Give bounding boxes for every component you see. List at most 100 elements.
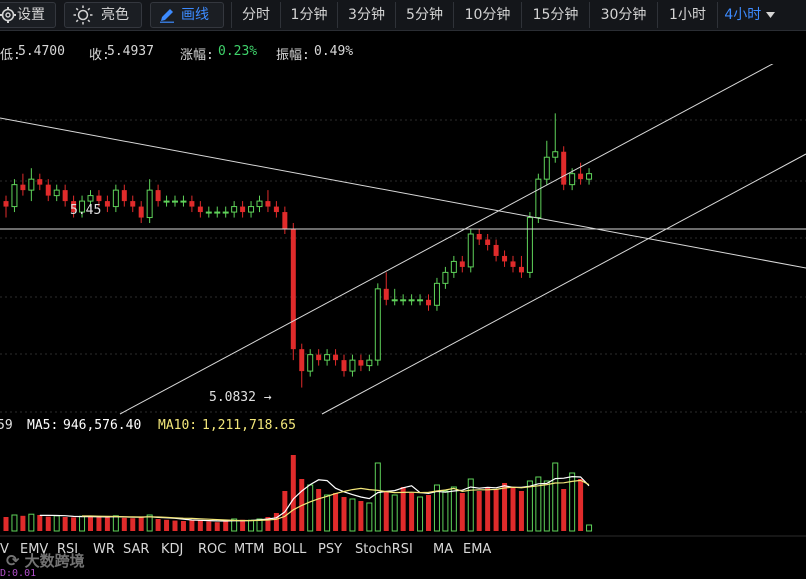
candle-body[interactable]	[79, 200, 86, 213]
volume-bar[interactable]	[502, 483, 508, 531]
candle-body[interactable]	[248, 206, 255, 213]
candle-body[interactable]	[112, 189, 119, 208]
volume-bar[interactable]	[223, 521, 229, 531]
indicator-tab-stochrsi[interactable]: StochRSI	[355, 542, 413, 557]
volume-bar[interactable]	[3, 517, 9, 531]
candle-body[interactable]	[493, 244, 499, 256]
volume-bar[interactable]	[426, 495, 431, 531]
volume-bar[interactable]	[155, 519, 161, 531]
volume-bar[interactable]	[467, 478, 474, 532]
volume-bar[interactable]	[180, 521, 186, 531]
tab-timeframe-1m[interactable]: 1分钟	[280, 2, 337, 28]
candle-body[interactable]	[3, 201, 9, 207]
indicator-tab-rsi[interactable]: RSI	[57, 542, 79, 557]
volume-bar[interactable]	[552, 462, 559, 532]
tab-timeframe-4h[interactable]: 4小时	[717, 2, 781, 28]
volume-bar[interactable]	[366, 502, 373, 532]
indicator-tab-mtm[interactable]: MTM	[234, 542, 265, 557]
indicator-tab-roc[interactable]: ROC	[198, 542, 227, 557]
volume-bar[interactable]	[273, 513, 279, 531]
volume-bar[interactable]	[189, 519, 195, 531]
volume-bar[interactable]	[104, 517, 110, 531]
volume-bar[interactable]	[240, 519, 246, 531]
tab-timeframe-30m[interactable]: 30分钟	[589, 2, 657, 28]
candle-body[interactable]	[543, 156, 550, 180]
volume-bar[interactable]	[417, 496, 424, 532]
candle-body[interactable]	[400, 299, 407, 302]
indicator-tab-kdj[interactable]: KDJ	[161, 542, 184, 557]
volume-bar[interactable]	[400, 487, 406, 531]
candle-body[interactable]	[552, 151, 559, 158]
volume-bar[interactable]	[358, 501, 364, 531]
brightness-button[interactable]: 亮色	[64, 2, 142, 28]
volume-bar[interactable]	[459, 493, 465, 531]
candle-body[interactable]	[417, 299, 424, 302]
volume-bar[interactable]	[197, 520, 203, 531]
candle-body[interactable]	[518, 266, 524, 273]
candle-body[interactable]	[87, 195, 94, 202]
candle-body[interactable]	[485, 239, 491, 245]
candle-body[interactable]	[366, 359, 373, 367]
indicator-tab-psy[interactable]: PSY	[318, 542, 343, 557]
volume-bar[interactable]	[88, 516, 93, 531]
volume-bar[interactable]	[146, 514, 153, 532]
candle-body[interactable]	[586, 173, 593, 180]
candle-body[interactable]	[172, 200, 178, 203]
volume-bar[interactable]	[476, 491, 482, 531]
candlestick-chart[interactable]: 5.45 5.0832 →	[0, 64, 806, 416]
candle-body[interactable]	[290, 228, 296, 350]
tab-timeframe-intraday[interactable]: 分时	[231, 2, 280, 28]
volume-bar[interactable]	[45, 516, 51, 531]
candle-body[interactable]	[569, 173, 576, 186]
volume-bar[interactable]	[214, 522, 220, 531]
volume-bar[interactable]	[62, 517, 68, 531]
volume-bar[interactable]	[231, 518, 238, 532]
candle-body[interactable]	[222, 211, 229, 214]
volume-bar[interactable]	[121, 517, 127, 531]
volume-bar[interactable]	[172, 520, 178, 531]
volume-bar[interactable]	[256, 518, 263, 532]
candle-body[interactable]	[526, 217, 533, 273]
volume-bar[interactable]	[535, 476, 542, 532]
volume-bar[interactable]	[450, 486, 457, 532]
volume-bar[interactable]	[37, 515, 43, 531]
candle-body[interactable]	[299, 349, 305, 372]
candle-body[interactable]	[333, 354, 339, 361]
volume-bar[interactable]	[20, 515, 26, 531]
volume-bar[interactable]	[79, 515, 86, 532]
volume-bar[interactable]	[442, 490, 449, 532]
volume-bar[interactable]	[518, 491, 524, 531]
volume-bar[interactable]	[53, 515, 60, 532]
candle-body[interactable]	[341, 360, 347, 372]
tab-timeframe-3m[interactable]: 3分钟	[337, 2, 395, 28]
volume-bar[interactable]	[391, 494, 398, 532]
volume-bar[interactable]	[374, 462, 381, 532]
drawn-lines[interactable]	[0, 64, 806, 415]
volume-bar[interactable]	[164, 519, 170, 531]
candle-body[interactable]	[450, 260, 457, 273]
volume-bar[interactable]	[96, 517, 102, 531]
indicator-tab-sar[interactable]: SAR	[123, 542, 150, 557]
candle-body[interactable]	[476, 234, 482, 240]
volume-bar[interactable]	[206, 521, 212, 531]
volume-bar[interactable]	[383, 491, 389, 531]
indicator-tab-ma[interactable]: MA	[433, 542, 454, 557]
candle-body[interactable]	[104, 201, 110, 207]
volume-bar[interactable]	[569, 472, 576, 532]
candle-body[interactable]	[146, 189, 153, 219]
volume-bar[interactable]	[130, 518, 136, 531]
volume-bar[interactable]	[493, 489, 499, 531]
volume-bar[interactable]	[333, 493, 339, 531]
candle-body[interactable]	[155, 190, 161, 202]
candle-body[interactable]	[358, 360, 364, 366]
candle-body[interactable]	[273, 206, 279, 213]
settings-button[interactable]: 设置	[0, 2, 56, 28]
candle-body[interactable]	[502, 255, 508, 262]
volume-bar[interactable]	[248, 519, 255, 532]
candle-body[interactable]	[408, 299, 415, 302]
candle-body[interactable]	[205, 211, 212, 214]
indicator-tab-ema[interactable]: EMA	[463, 542, 492, 557]
candle-body[interactable]	[20, 184, 26, 191]
candle-body[interactable]	[180, 200, 187, 203]
candle-body[interactable]	[256, 200, 263, 208]
